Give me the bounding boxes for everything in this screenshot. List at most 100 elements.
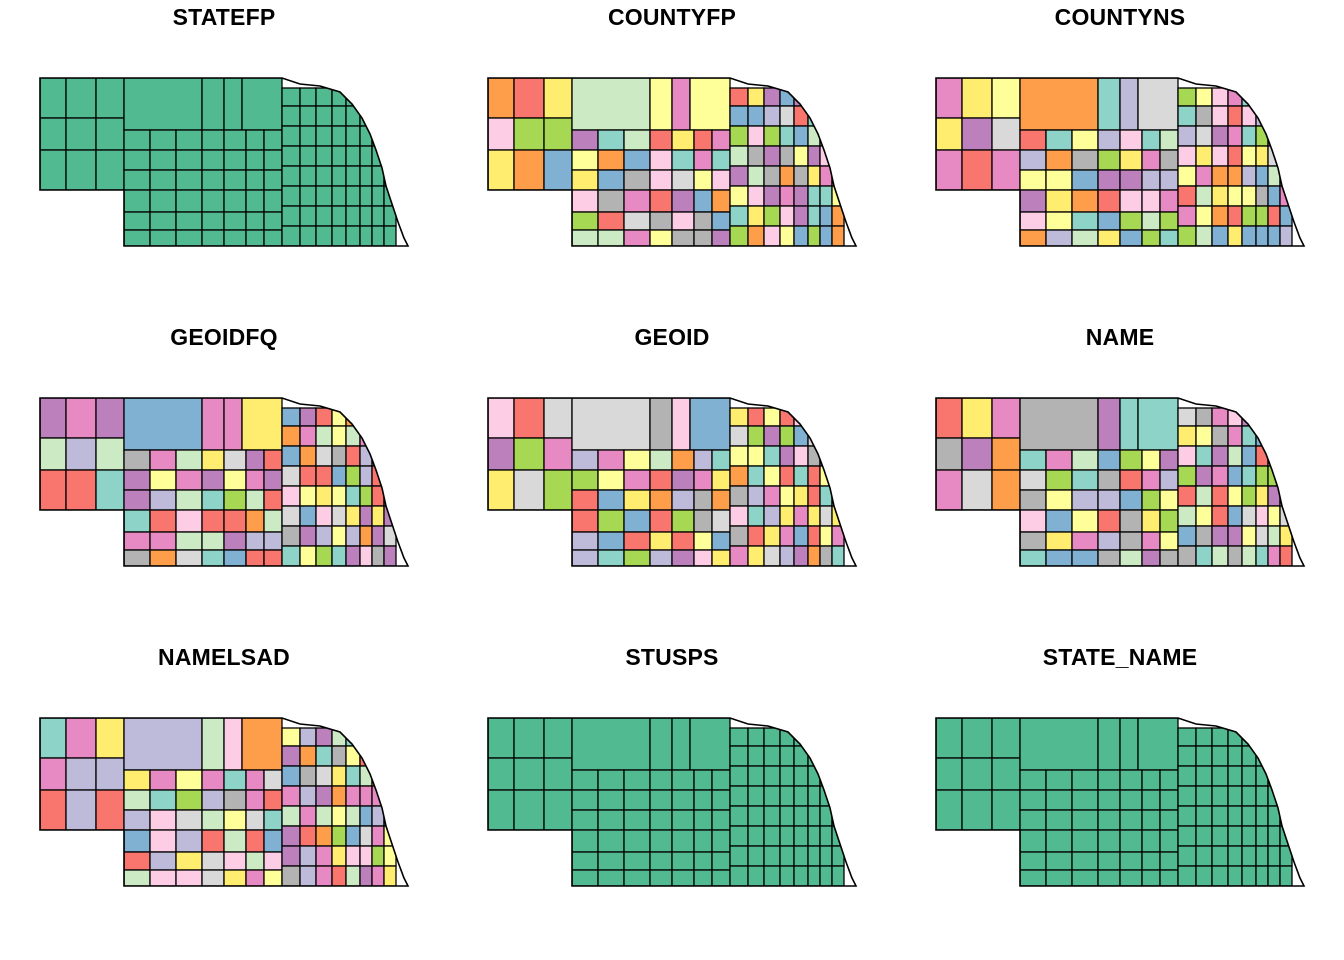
county-polygon bbox=[819, 845, 833, 867]
county-polygon bbox=[315, 145, 333, 167]
county-polygon bbox=[1119, 129, 1143, 151]
county-polygon bbox=[571, 769, 599, 791]
county-polygon bbox=[1071, 789, 1099, 811]
county-polygon bbox=[693, 789, 713, 811]
county-polygon bbox=[1119, 509, 1143, 533]
county-polygon bbox=[1241, 105, 1257, 127]
county-polygon bbox=[345, 125, 361, 147]
county-polygon bbox=[1227, 845, 1243, 867]
county-polygon bbox=[793, 785, 809, 807]
county-polygon bbox=[763, 485, 781, 507]
county-polygon bbox=[779, 785, 795, 807]
county-polygon bbox=[359, 185, 373, 207]
county-polygon bbox=[95, 469, 125, 511]
county-polygon bbox=[763, 87, 781, 107]
county-polygon bbox=[201, 851, 225, 871]
county-polygon bbox=[331, 845, 347, 867]
county-polygon bbox=[671, 489, 695, 511]
county-polygon bbox=[571, 189, 599, 213]
county-polygon bbox=[1097, 211, 1121, 231]
county-polygon bbox=[807, 485, 821, 507]
county-polygon bbox=[281, 785, 301, 807]
county-polygon bbox=[1241, 465, 1257, 487]
county-polygon bbox=[1241, 445, 1257, 467]
county-polygon bbox=[223, 469, 247, 491]
county-polygon bbox=[263, 509, 283, 533]
county-polygon bbox=[793, 525, 809, 547]
county-polygon bbox=[671, 549, 695, 566]
county-polygon bbox=[779, 505, 795, 527]
county-polygon bbox=[281, 465, 301, 487]
county-polygon bbox=[1177, 465, 1197, 487]
county-polygon bbox=[371, 225, 385, 246]
county-polygon bbox=[149, 211, 177, 231]
county-polygon bbox=[763, 425, 781, 447]
county-polygon bbox=[763, 145, 781, 167]
county-polygon bbox=[1141, 489, 1161, 511]
county-polygon bbox=[1195, 545, 1213, 566]
county-polygon bbox=[1255, 845, 1269, 867]
county-polygon bbox=[693, 531, 713, 551]
county-polygon bbox=[299, 765, 317, 787]
county-polygon bbox=[1045, 531, 1073, 551]
county-polygon bbox=[1141, 211, 1161, 231]
county-polygon bbox=[543, 398, 573, 439]
county-polygon bbox=[345, 105, 361, 127]
county-polygon bbox=[747, 465, 765, 487]
county-polygon bbox=[1241, 545, 1257, 566]
county-polygon bbox=[123, 398, 203, 451]
county-polygon bbox=[711, 851, 731, 871]
county-polygon bbox=[65, 757, 97, 791]
county-polygon bbox=[201, 229, 225, 246]
county-polygon bbox=[1097, 769, 1121, 791]
county-polygon bbox=[95, 437, 125, 471]
panel-title: STATEFP bbox=[172, 4, 276, 30]
county-polygon bbox=[571, 211, 599, 231]
county-polygon bbox=[1097, 449, 1121, 471]
county-polygon bbox=[1267, 105, 1281, 127]
county-polygon bbox=[793, 165, 809, 187]
county-polygon bbox=[315, 825, 333, 847]
county-polygon bbox=[345, 425, 361, 447]
county-polygon bbox=[1097, 718, 1121, 771]
county-polygon bbox=[807, 727, 821, 747]
county-polygon bbox=[1267, 425, 1281, 447]
county-polygon bbox=[779, 765, 795, 787]
county-polygon bbox=[359, 865, 373, 886]
county-polygon bbox=[1071, 169, 1099, 191]
county-polygon bbox=[1255, 485, 1269, 507]
county-polygon bbox=[1279, 765, 1293, 787]
nebraska-county-map bbox=[935, 397, 1306, 567]
county-polygon bbox=[936, 469, 963, 511]
county-polygon bbox=[359, 745, 373, 767]
county-polygon bbox=[65, 398, 97, 439]
county-polygon bbox=[597, 531, 625, 551]
county-polygon bbox=[831, 785, 845, 807]
county-polygon bbox=[747, 505, 765, 527]
county-polygon bbox=[1195, 105, 1213, 127]
county-polygon bbox=[693, 809, 713, 831]
county-polygon bbox=[649, 829, 673, 853]
county-polygon bbox=[831, 765, 845, 787]
county-polygon bbox=[1045, 869, 1073, 886]
county-polygon bbox=[175, 851, 203, 871]
county-polygon bbox=[201, 78, 225, 131]
county-polygon bbox=[175, 789, 203, 811]
county-polygon bbox=[1045, 509, 1073, 533]
county-polygon bbox=[175, 169, 203, 191]
county-polygon bbox=[779, 145, 795, 167]
county-polygon bbox=[331, 205, 347, 227]
county-polygon bbox=[1019, 851, 1047, 871]
county-polygon bbox=[315, 845, 333, 867]
county-polygon bbox=[513, 149, 545, 191]
county-polygon bbox=[649, 769, 673, 791]
county-polygon bbox=[299, 485, 317, 507]
county-polygon bbox=[1255, 545, 1269, 566]
county-polygon bbox=[1019, 869, 1047, 886]
county-polygon bbox=[671, 789, 695, 811]
county-polygon bbox=[201, 769, 225, 791]
county-polygon bbox=[299, 785, 317, 807]
county-polygon bbox=[359, 525, 373, 547]
county-polygon bbox=[729, 87, 749, 107]
county-polygon bbox=[345, 145, 361, 167]
